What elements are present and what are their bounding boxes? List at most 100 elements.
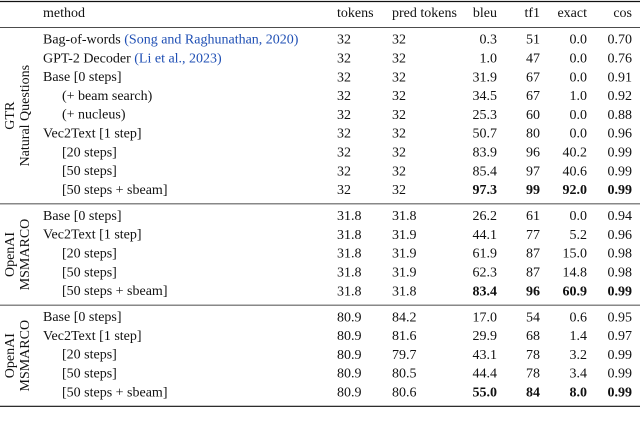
value-cell: 32 (337, 89, 351, 104)
value-cell: 84.2 (392, 310, 417, 325)
method-name: (+ beam search) (62, 89, 153, 104)
method-cell: [20 steps] (62, 146, 117, 161)
value-cell: 83.4 (473, 284, 498, 299)
value-cell: 0.96 (608, 127, 633, 142)
value-cell: 60.9 (563, 284, 588, 299)
method-name: Base [0 steps] (43, 70, 122, 85)
value-cell: 92.0 (563, 183, 588, 198)
value-cell: 32 (337, 33, 351, 48)
value-cell: 43.1 (473, 348, 498, 363)
value-cell: 14.8 (563, 266, 588, 281)
value-cell: 32 (392, 146, 406, 161)
method-cell: [50 steps] (62, 164, 117, 179)
value-cell: 5.2 (570, 228, 588, 243)
value-cell: 32 (392, 52, 406, 67)
header-cell: bleu (473, 6, 497, 21)
value-cell: 0.97 (608, 329, 633, 344)
method-name: Vec2Text [1 step] (43, 127, 142, 142)
citation: (Song and Raghunathan, 2020) (124, 33, 299, 48)
value-cell: 47 (526, 52, 540, 67)
value-cell: 99 (526, 183, 540, 198)
method-name: Base [0 steps] (43, 209, 122, 224)
value-cell: 32 (392, 89, 406, 104)
value-cell: 83.9 (473, 146, 498, 161)
value-cell: 32 (337, 127, 351, 142)
method-name: [50 steps] (62, 367, 117, 382)
method-cell: Base [0 steps] (43, 209, 122, 224)
method-name: [20 steps] (62, 146, 117, 161)
method-name: [50 steps + sbeam] (62, 386, 168, 401)
value-cell: 87 (526, 247, 540, 262)
value-cell: 62.3 (473, 266, 498, 281)
value-cell: 0.6 (570, 310, 588, 325)
value-cell: 31.8 (337, 228, 362, 243)
method-name: Bag-of-words (43, 33, 121, 48)
value-cell: 32 (392, 70, 406, 85)
method-cell: [50 steps + sbeam] (62, 386, 168, 401)
value-cell: 61.9 (473, 247, 498, 262)
value-cell: 31.9 (473, 70, 498, 85)
value-cell: 0.99 (608, 367, 633, 382)
value-cell: 32 (392, 183, 406, 198)
value-cell: 31.9 (392, 247, 417, 262)
value-cell: 31.8 (337, 266, 362, 281)
group-label: OpenAI (3, 333, 18, 378)
value-cell: 0.99 (608, 183, 633, 198)
value-cell: 54 (526, 310, 540, 325)
value-cell: 51 (526, 33, 540, 48)
value-cell: 0.70 (608, 33, 633, 48)
value-cell: 60 (526, 108, 540, 123)
citation: (Li et al., 2023) (134, 52, 222, 67)
value-cell: 32 (392, 108, 406, 123)
value-cell: 0.99 (608, 164, 633, 179)
method-name: [20 steps] (62, 348, 117, 363)
value-cell: 1.0 (480, 52, 498, 67)
value-cell: 0.0 (570, 52, 588, 67)
header-cell: exact (557, 6, 587, 21)
value-cell: 80.9 (337, 310, 362, 325)
group-label: Natural Questions (18, 65, 33, 166)
method-cell: (+ beam search) (62, 89, 153, 104)
method-cell: Vec2Text [1 step] (43, 127, 142, 142)
value-cell: 32 (337, 70, 351, 85)
value-cell: 31.9 (392, 228, 417, 243)
value-cell: 77 (526, 228, 540, 243)
value-cell: 1.0 (570, 89, 588, 104)
value-cell: 67 (526, 70, 540, 85)
value-cell: 0.76 (608, 52, 633, 67)
value-cell: 80.5 (392, 367, 417, 382)
value-cell: 0.3 (480, 33, 498, 48)
value-cell: 0.95 (608, 310, 633, 325)
value-cell: 40.6 (563, 164, 588, 179)
method-cell: (+ nucleus) (62, 108, 126, 123)
value-cell: 25.3 (473, 108, 498, 123)
method-cell: [20 steps] (62, 247, 117, 262)
value-cell: 0.0 (570, 127, 588, 142)
value-cell: 0.0 (570, 108, 588, 123)
value-cell: 44.4 (473, 367, 498, 382)
value-cell: 0.0 (570, 33, 588, 48)
method-cell: Vec2Text [1 step] (43, 228, 142, 243)
value-cell: 32 (392, 164, 406, 179)
method-name: [50 steps + sbeam] (62, 183, 168, 198)
method-name: [50 steps + sbeam] (62, 284, 168, 299)
method-cell: [20 steps] (62, 348, 117, 363)
value-cell: 31.8 (337, 209, 362, 224)
value-cell: 31.8 (392, 284, 417, 299)
value-cell: 0.98 (608, 247, 633, 262)
value-cell: 80.9 (337, 386, 362, 401)
value-cell: 0.99 (608, 284, 633, 299)
value-cell: 3.2 (570, 348, 588, 363)
method-name: [20 steps] (62, 247, 117, 262)
value-cell: 32 (337, 52, 351, 67)
method-cell: Vec2Text [1 step] (43, 329, 142, 344)
group-label: MSMARCO (18, 219, 33, 291)
value-cell: 84 (526, 386, 540, 401)
value-cell: 34.5 (473, 89, 498, 104)
value-cell: 0.0 (570, 70, 588, 85)
value-cell: 80.9 (337, 329, 362, 344)
value-cell: 0.94 (608, 209, 633, 224)
value-cell: 97.3 (473, 183, 498, 198)
method-cell: Base [0 steps] (43, 310, 122, 325)
